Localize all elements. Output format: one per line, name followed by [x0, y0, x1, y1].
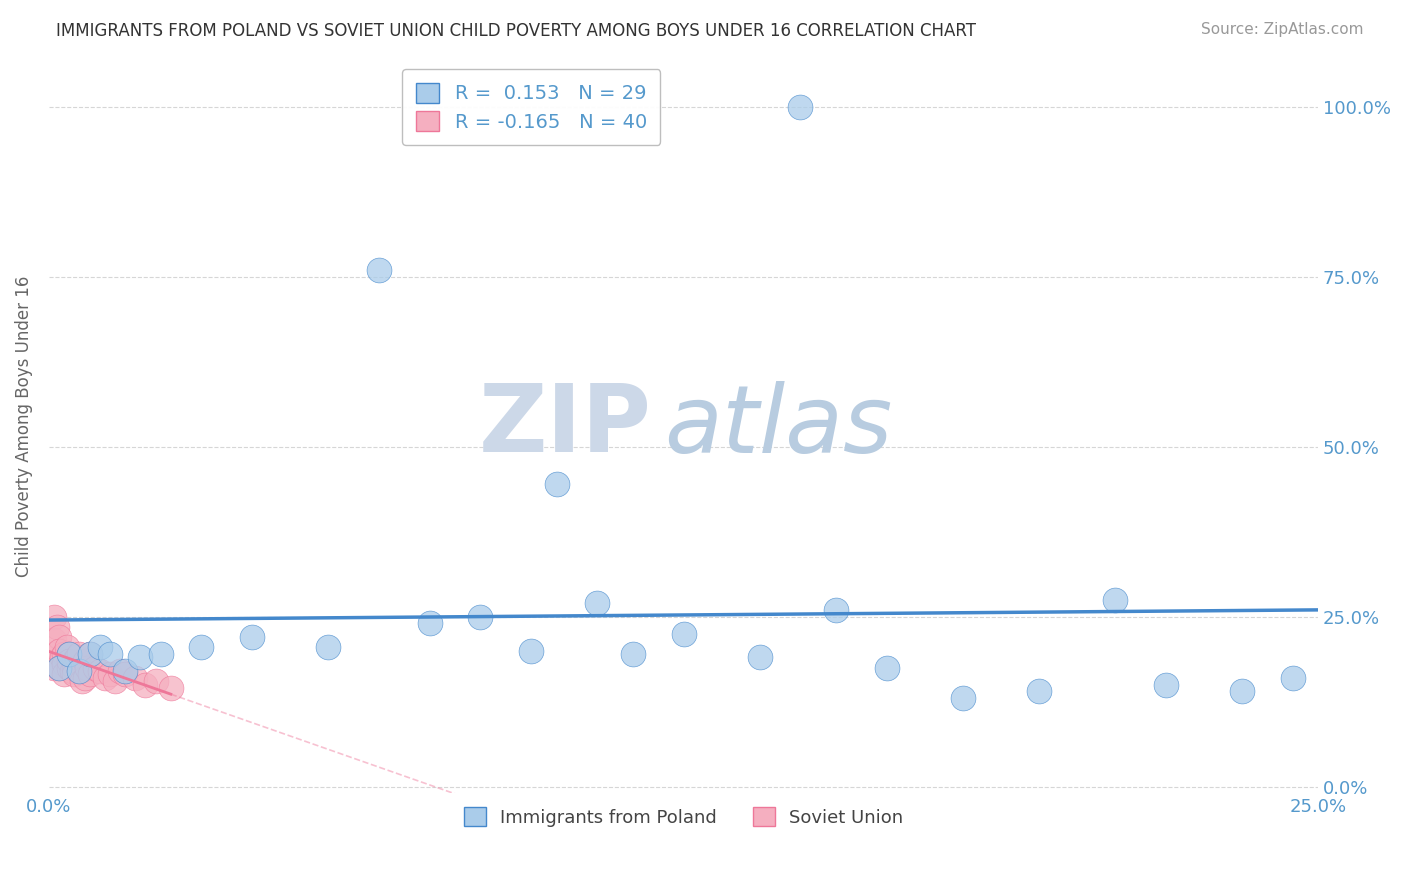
Point — [114, 664, 136, 678]
Point — [89, 664, 111, 678]
Point — [952, 691, 974, 706]
Point — [789, 100, 811, 114]
Point — [134, 678, 156, 692]
Point — [470, 609, 492, 624]
Point — [1281, 671, 1303, 685]
Point — [42, 633, 65, 648]
Point — [159, 681, 181, 695]
Point — [748, 650, 770, 665]
Point — [94, 671, 117, 685]
Point — [48, 660, 70, 674]
Point — [1104, 592, 1126, 607]
Point — [45, 620, 67, 634]
Point — [48, 630, 70, 644]
Point — [79, 647, 101, 661]
Point — [546, 477, 568, 491]
Y-axis label: Child Poverty Among Boys Under 16: Child Poverty Among Boys Under 16 — [15, 276, 32, 577]
Text: atlas: atlas — [665, 381, 893, 472]
Point — [73, 654, 96, 668]
Point — [58, 647, 80, 661]
Point — [621, 647, 644, 661]
Point — [114, 667, 136, 681]
Point — [104, 674, 127, 689]
Point — [48, 660, 70, 674]
Point — [55, 640, 77, 655]
Point — [42, 609, 65, 624]
Point — [60, 664, 83, 678]
Point — [67, 647, 90, 661]
Point — [58, 654, 80, 668]
Point — [53, 647, 76, 661]
Point — [1028, 684, 1050, 698]
Point — [190, 640, 212, 655]
Point — [89, 640, 111, 655]
Point — [63, 667, 86, 681]
Point — [42, 647, 65, 661]
Point — [586, 596, 609, 610]
Point — [63, 660, 86, 674]
Point — [63, 654, 86, 668]
Point — [149, 647, 172, 661]
Text: IMMIGRANTS FROM POLAND VS SOVIET UNION CHILD POVERTY AMONG BOYS UNDER 16 CORRELA: IMMIGRANTS FROM POLAND VS SOVIET UNION C… — [56, 22, 976, 40]
Text: ZIP: ZIP — [479, 381, 652, 473]
Point — [1154, 678, 1177, 692]
Text: Source: ZipAtlas.com: Source: ZipAtlas.com — [1201, 22, 1364, 37]
Point — [53, 667, 76, 681]
Legend: Immigrants from Poland, Soviet Union: Immigrants from Poland, Soviet Union — [456, 798, 912, 836]
Point — [824, 603, 846, 617]
Point — [67, 664, 90, 678]
Point — [70, 674, 93, 689]
Point — [48, 643, 70, 657]
Point — [520, 643, 543, 657]
Point — [79, 667, 101, 681]
Point — [419, 616, 441, 631]
Point — [124, 671, 146, 685]
Point — [66, 650, 89, 665]
Point — [672, 626, 695, 640]
Point — [145, 674, 167, 689]
Point — [58, 660, 80, 674]
Point — [76, 660, 98, 674]
Point — [58, 647, 80, 661]
Point — [98, 667, 121, 681]
Point — [53, 657, 76, 672]
Point — [79, 647, 101, 661]
Point — [316, 640, 339, 655]
Point — [98, 647, 121, 661]
Point — [83, 660, 105, 674]
Point — [67, 664, 90, 678]
Point — [73, 671, 96, 685]
Point — [129, 650, 152, 665]
Point — [876, 660, 898, 674]
Point — [1230, 684, 1253, 698]
Point — [368, 263, 391, 277]
Point — [240, 630, 263, 644]
Point — [108, 664, 131, 678]
Point — [42, 660, 65, 674]
Point — [51, 650, 73, 665]
